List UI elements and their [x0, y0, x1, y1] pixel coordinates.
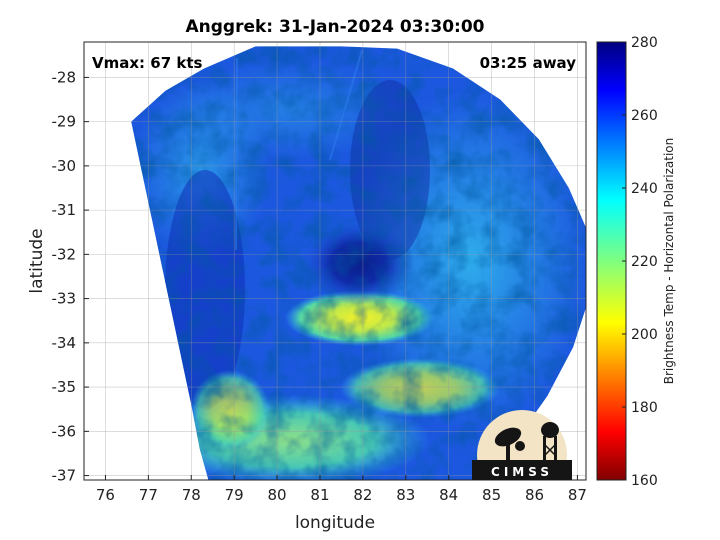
y-tick-label: -31 [52, 201, 77, 219]
x-tick-label: 84 [439, 486, 458, 504]
y-axis-ticks: -28 -29 -30 -31 -32 -33 -34 -35 -36 -37 [52, 68, 89, 485]
colorbar-tick-label: 240 [631, 181, 658, 197]
x-tick-label: 86 [525, 486, 544, 504]
colorbar-label: Brightness Temp - Horizontal Polarizatio… [662, 138, 676, 385]
y-tick-label: -30 [52, 157, 77, 175]
swath-image [131, 46, 586, 480]
x-tick-label: 76 [96, 486, 115, 504]
vmax-annotation: Vmax: 67 kts [92, 54, 202, 72]
x-tick-label: 77 [139, 486, 158, 504]
y-axis-label: latitude [27, 228, 47, 293]
colorbar-ticks: 160 180 200 220 240 260 280 [622, 35, 658, 489]
y-tick-label: -35 [52, 378, 77, 396]
colorbar-tick-label: 220 [631, 254, 658, 270]
y-tick-label: -36 [52, 422, 77, 440]
x-tick-label: 81 [310, 486, 329, 504]
colorbar-tick-label: 260 [631, 108, 658, 124]
y-tick-label: -34 [52, 334, 77, 352]
colorbar-tick-label: 200 [631, 327, 658, 343]
time-away-annotation: 03:25 away [480, 54, 577, 72]
x-tick-label: 85 [482, 486, 501, 504]
x-tick-label: 87 [568, 486, 587, 504]
colorbar [596, 41, 627, 481]
x-tick-label: 78 [182, 486, 201, 504]
x-tick-label: 82 [353, 486, 372, 504]
colorbar-tick-label: 160 [631, 473, 658, 489]
axes-frame [83, 41, 587, 481]
colorbar-tick-label: 280 [631, 35, 658, 51]
colorbar-tick-label: 180 [631, 400, 658, 416]
y-tick-label: -32 [52, 245, 77, 263]
y-tick-label: -37 [52, 467, 77, 485]
logo-text: CIMSS [491, 465, 553, 479]
x-axis-label: longitude [295, 513, 375, 533]
x-tick-label: 80 [268, 486, 287, 504]
y-tick-label: -28 [52, 68, 77, 86]
figure-title: Anggrek: 31-Jan-2024 03:30:00 [185, 17, 484, 37]
cimss-logo: CIMSS [472, 410, 572, 480]
x-tick-label: 83 [396, 486, 415, 504]
x-tick-label: 79 [225, 486, 244, 504]
y-tick-label: -29 [52, 113, 77, 131]
y-tick-label: -33 [52, 290, 77, 308]
